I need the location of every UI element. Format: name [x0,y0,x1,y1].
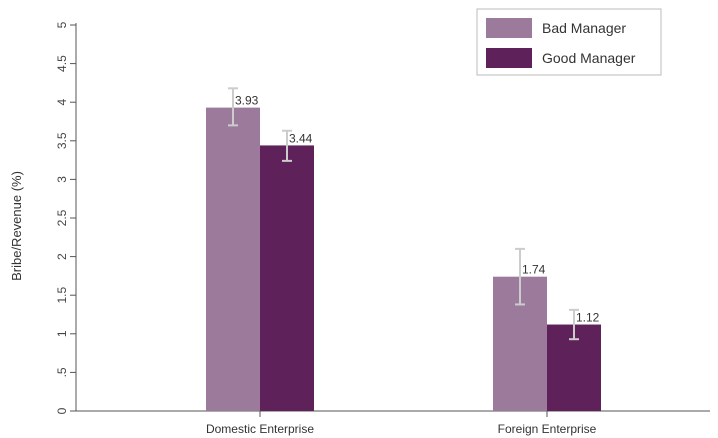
axes: 0 .5 1 1.5 2 2.5 3 3.5 4 4.5 5 Domestic Enterprise F… [55,21,710,436]
legend: Bad Manager Good Manager [476,8,662,76]
data-label-bad-manager-domestic-enterprise: 3.93 [235,94,259,108]
data-label-good-manager-domestic-enterprise: 3.44 [289,131,313,145]
data-label-good-manager-foreign-enterprise: 1.12 [576,311,600,325]
y-tick-label: 4 [55,99,69,106]
legend-label-bad-manager: Bad Manager [542,20,626,36]
bar-bad-manager-domestic-enterprise [206,107,260,411]
bars [206,107,601,411]
y-tick-label: 2.5 [55,209,69,226]
error-bars [228,87,579,341]
y-tick-label: .5 [55,367,69,377]
legend-label-good-manager: Good Manager [542,50,636,66]
y-axis-title: Bribe/Revenue (%) [9,171,24,281]
x-tick-label-domestic-enterprise: Domestic Enterprise [206,422,314,436]
y-tick-label: 3 [55,176,69,183]
y-tick-label: 4.5 [55,55,69,72]
y-tick-label: 1.5 [55,287,69,304]
y-tick-label: 5 [55,21,69,28]
y-tick-label: 0 [55,407,69,414]
y-tick-label: 3.5 [55,132,69,149]
bar-good-manager-domestic-enterprise [260,145,314,411]
data-label-bad-manager-foreign-enterprise: 1.74 [522,263,546,277]
y-tick-label: 2 [55,253,69,260]
y-tick-label: 1 [55,330,69,337]
x-tick-label-foreign-enterprise: Foreign Enterprise [498,422,597,436]
data-labels: 3.93 3.44 1.74 1.12 [235,94,600,325]
legend-swatch-good-manager [486,48,532,68]
legend-swatch-bad-manager [486,18,532,38]
